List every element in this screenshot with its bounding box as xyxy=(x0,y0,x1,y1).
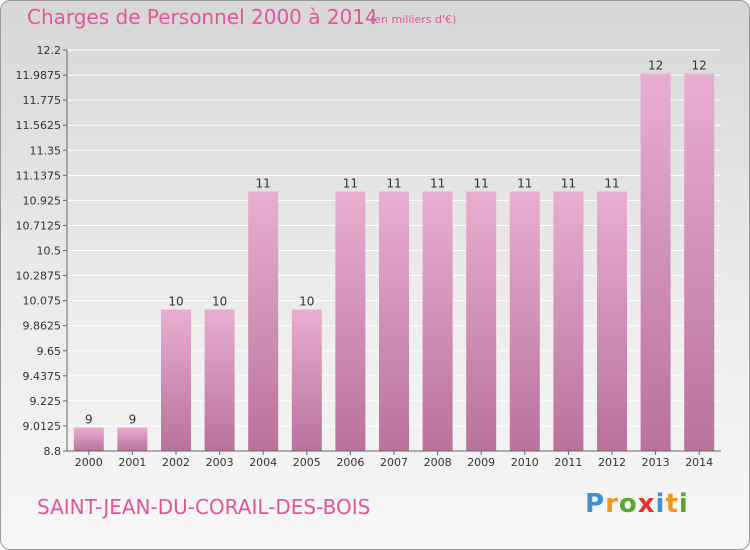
data-label: 11 xyxy=(430,177,445,191)
data-label: 9 xyxy=(85,412,93,426)
x-tick-label: 2008 xyxy=(424,456,452,469)
bar-2008 xyxy=(422,191,453,451)
bar-2010 xyxy=(509,191,540,451)
x-tick-label: 2001 xyxy=(118,456,146,469)
logo-letter: x xyxy=(637,489,656,519)
data-label: 11 xyxy=(517,177,532,191)
data-label: 12 xyxy=(692,59,707,73)
bar-2002 xyxy=(161,309,191,451)
x-tick-label: 2002 xyxy=(162,456,190,469)
bar-2006 xyxy=(335,191,366,451)
bars xyxy=(73,73,715,452)
logo-letter: r xyxy=(605,489,619,519)
y-tick-label: 9.8625 xyxy=(23,320,62,333)
y-tick-label: 9.4375 xyxy=(23,370,62,383)
x-tick-label: 2009 xyxy=(467,456,495,469)
x-tick-label: 2013 xyxy=(642,456,670,469)
data-labels: 9 9 10 10 11 10 11 11 11 11 11 11 11 12 12 xyxy=(85,59,707,427)
y-tick-label: 10.075 xyxy=(23,295,62,308)
x-tick-label: 2000 xyxy=(75,456,103,469)
bar-2005 xyxy=(291,309,322,451)
bar-2012 xyxy=(597,191,627,451)
y-tick-label: 9.0125 xyxy=(23,420,62,433)
y-tick-label: 11.1375 xyxy=(16,169,62,182)
y-tick-label: 10.925 xyxy=(23,194,62,207)
y-tick-label: 12.2 xyxy=(37,44,62,57)
x-tick-label: 2014 xyxy=(685,456,713,469)
y-tick-label: 11.775 xyxy=(23,94,62,107)
data-label: 11 xyxy=(343,177,358,191)
bar-2000 xyxy=(73,427,104,451)
y-tick-label: 11.9875 xyxy=(16,69,62,82)
y-tick-label: 10.2875 xyxy=(16,270,62,283)
y-tick-label: 9.65 xyxy=(37,345,62,358)
bar-2003 xyxy=(204,309,235,451)
data-label: 11 xyxy=(256,177,271,191)
logo-letter: t xyxy=(665,489,679,519)
bar-2011 xyxy=(553,191,584,451)
bar-2004 xyxy=(248,191,279,451)
logo-letter: P xyxy=(585,489,606,519)
x-tick-label: 2004 xyxy=(249,456,277,469)
bar-2009 xyxy=(466,191,497,451)
data-label: 12 xyxy=(648,59,663,73)
x-tick-label: 2006 xyxy=(336,456,364,469)
data-label: 11 xyxy=(474,177,489,191)
logo-letter: o xyxy=(618,489,638,519)
y-tick-label: 9.225 xyxy=(30,395,62,408)
chart-unit: (en milliers d'€) xyxy=(370,13,457,26)
logo-letter: i xyxy=(678,489,689,519)
y-tick-label: 11.35 xyxy=(30,144,62,157)
bar-2014 xyxy=(684,73,715,452)
y-axis-ticks: 12.2 11.9875 11.775 11.5625 11.35 11.1375 10.9… xyxy=(16,44,68,458)
y-tick-label: 10.7125 xyxy=(16,219,62,232)
x-tick-label: 2011 xyxy=(554,456,582,469)
x-axis-ticks: 2000 2001 2002 2003 2004 2005 2006 2007 2008 2009… xyxy=(67,450,721,469)
x-tick-label: 2012 xyxy=(598,456,626,469)
data-label: 9 xyxy=(129,412,137,426)
y-tick-label: 8.8 xyxy=(44,445,62,458)
bar-2013 xyxy=(640,73,671,452)
y-tick-label: 11.5625 xyxy=(16,119,62,132)
logo-letter: i xyxy=(655,489,666,519)
chart-title: Charges de Personnel 2000 à 2014 xyxy=(27,5,378,29)
data-label: 11 xyxy=(386,177,401,191)
x-tick-label: 2005 xyxy=(293,456,321,469)
x-tick-label: 2007 xyxy=(380,456,408,469)
data-label: 10 xyxy=(168,294,183,308)
y-tick-label: 10.5 xyxy=(37,245,62,258)
data-label: 11 xyxy=(604,177,619,191)
data-label: 10 xyxy=(212,294,227,308)
bar-2001 xyxy=(117,427,148,451)
x-tick-label: 2010 xyxy=(511,456,539,469)
data-label: 11 xyxy=(561,177,576,191)
proxiti-logo[interactable]: Proxiti xyxy=(585,489,689,519)
data-label: 10 xyxy=(299,294,314,308)
bar-2007 xyxy=(379,191,409,451)
commune-name: SAINT-JEAN-DU-CORAIL-DES-BOIS xyxy=(37,495,371,519)
x-tick-label: 2003 xyxy=(206,456,234,469)
